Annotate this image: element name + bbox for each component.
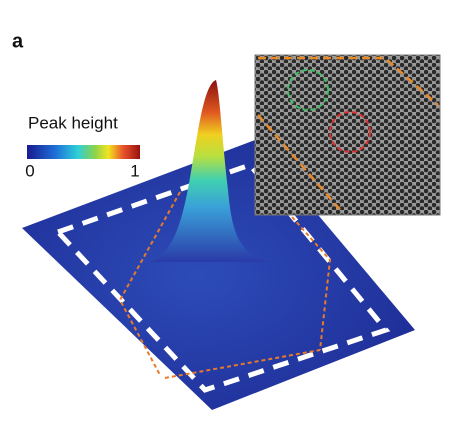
surface-plane bbox=[22, 140, 415, 410]
colorbar-tick-label: 1 bbox=[130, 161, 139, 180]
inset-dashed bbox=[258, 56, 439, 106]
inset-dashed bbox=[257, 114, 343, 213]
red-circle bbox=[329, 111, 371, 153]
peak bbox=[150, 80, 270, 262]
orange-dashed bbox=[164, 349, 321, 379]
panel-label: a bbox=[12, 30, 24, 52]
colorbar-label: Peak height bbox=[28, 113, 118, 132]
colorbar bbox=[27, 145, 140, 159]
boundary-dashed bbox=[53, 162, 391, 393]
colorbar-tick-label: 0 bbox=[25, 161, 34, 180]
inset-image bbox=[254, 54, 441, 216]
green-circle bbox=[287, 69, 329, 111]
